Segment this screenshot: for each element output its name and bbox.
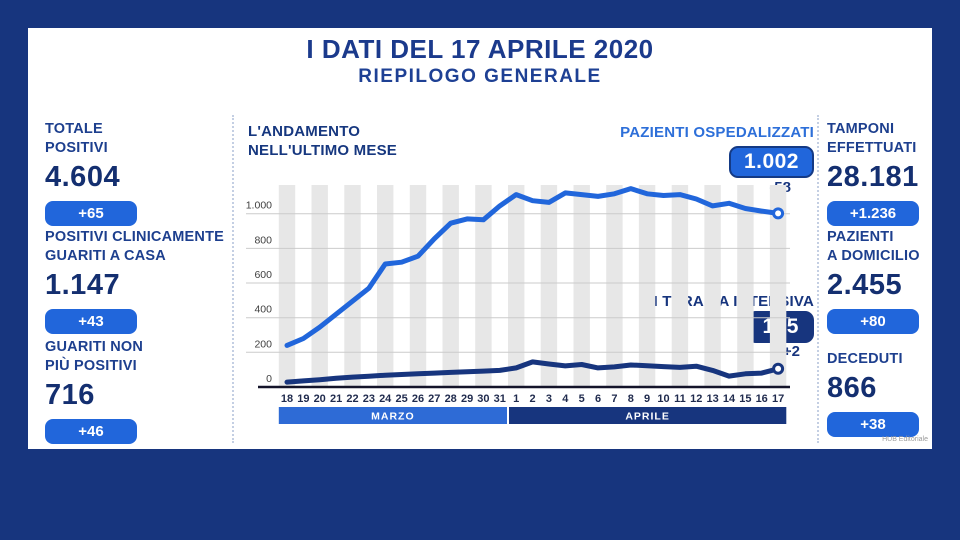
stat-value: 2.455 (827, 269, 903, 301)
svg-text:21: 21 (330, 393, 342, 405)
svg-text:200: 200 (254, 338, 272, 350)
svg-text:APRILE: APRILE (625, 411, 670, 423)
svg-text:3: 3 (546, 393, 552, 405)
svg-text:29: 29 (461, 393, 473, 405)
divider-left (232, 115, 234, 443)
stats-column-right: TAMPONI EFFETTUATI 28.181 +1.236 PAZIENTI A D… (827, 0, 960, 449)
stat-delta-pill: +43 (45, 309, 137, 334)
hospitalized-label: PAZIENTI OSPEDALIZZATI (620, 124, 814, 141)
svg-text:28: 28 (445, 393, 457, 405)
svg-text:23: 23 (363, 393, 375, 405)
stat-item: TOTALE POSITIVI 4.604 +65 (45, 120, 137, 226)
svg-text:17: 17 (772, 393, 784, 405)
credit-text: HUB Editoriale (882, 436, 928, 443)
stat-value: 866 (827, 372, 877, 404)
svg-text:800: 800 (254, 234, 272, 246)
svg-text:14: 14 (723, 393, 736, 405)
svg-text:25: 25 (395, 393, 407, 405)
stat-item: POSITIVI CLINICAMENTE GUARITI A CASA 1.147… (45, 228, 224, 334)
svg-text:26: 26 (412, 393, 424, 405)
svg-text:5: 5 (579, 393, 585, 405)
stat-value: 1.147 (45, 269, 121, 301)
stat-delta-pill: +1.236 (827, 201, 919, 226)
svg-text:0: 0 (266, 373, 272, 385)
stat-item: DECEDUTI 866 +38 (827, 350, 919, 437)
stat-label: PAZIENTI A DOMICILIO (827, 229, 920, 264)
stat-delta-pill: +80 (827, 309, 919, 334)
svg-text:22: 22 (346, 393, 358, 405)
svg-text:2: 2 (530, 393, 536, 405)
footer: Alisa Sistema Sanitario Regione Liguria … (0, 449, 960, 540)
svg-text:8: 8 (628, 393, 634, 405)
page-subtitle: RIEPILOGO GENERALE (358, 66, 602, 87)
svg-text:13: 13 (706, 393, 718, 405)
svg-text:6: 6 (595, 393, 601, 405)
hospitalized-value-badge: 1.002 (728, 146, 814, 178)
stat-label: DECEDUTI (827, 351, 903, 367)
divider-right (817, 115, 819, 443)
svg-text:7: 7 (611, 393, 617, 405)
stat-value: 28.181 (827, 161, 919, 193)
svg-text:18: 18 (281, 393, 293, 405)
stats-column-left: TOTALE POSITIVI 4.604 +65 POSITIVI CLINICAME… (45, 0, 245, 449)
stat-delta-pill: +65 (45, 201, 137, 226)
svg-text:400: 400 (254, 304, 272, 316)
svg-text:1: 1 (513, 393, 519, 405)
chart-title-line1: L'ANDAMENTO (248, 123, 361, 140)
svg-text:MARZO: MARZO (371, 411, 415, 423)
svg-text:20: 20 (314, 393, 326, 405)
stat-item: PAZIENTI A DOMICILIO 2.455 +80 (827, 228, 920, 334)
svg-text:12: 12 (690, 393, 702, 405)
svg-text:11: 11 (674, 393, 686, 405)
svg-text:10: 10 (657, 393, 669, 405)
page-title: I DATI DEL 17 APRILE 2020 (306, 34, 654, 64)
svg-text:9: 9 (644, 393, 650, 405)
stat-item: GUARITI NON PIÙ POSITIVI 716 +46 (45, 338, 143, 444)
svg-text:1.000: 1.000 (246, 200, 272, 212)
stat-label: GUARITI NON PIÙ POSITIVI (45, 339, 144, 374)
svg-text:4: 4 (562, 393, 569, 405)
stat-value: 716 (45, 379, 95, 411)
svg-text:16: 16 (756, 393, 768, 405)
svg-text:24: 24 (379, 393, 392, 405)
svg-text:27: 27 (428, 393, 440, 405)
svg-text:19: 19 (297, 393, 309, 405)
chart-title: L'ANDAMENTO NELL'ULTIMO MESE (248, 122, 397, 160)
svg-text:600: 600 (254, 269, 272, 281)
svg-text:31: 31 (494, 393, 506, 405)
stat-label: POSITIVI CLINICAMENTE GUARITI A CASA (45, 229, 225, 264)
stat-label: TOTALE POSITIVI (45, 121, 108, 156)
stat-label: TAMPONI EFFETTUATI (827, 121, 917, 156)
stat-delta-pill: +38 (827, 412, 919, 437)
svg-text:30: 30 (477, 393, 489, 405)
stat-delta-pill: +46 (45, 419, 137, 444)
stat-value: 4.604 (45, 161, 121, 193)
svg-text:15: 15 (739, 393, 751, 405)
stat-item: TAMPONI EFFETTUATI 28.181 +1.236 (827, 120, 919, 226)
chart-title-line2: NELL'ULTIMO MESE (248, 142, 397, 159)
icu-delta: +2 (782, 343, 800, 360)
